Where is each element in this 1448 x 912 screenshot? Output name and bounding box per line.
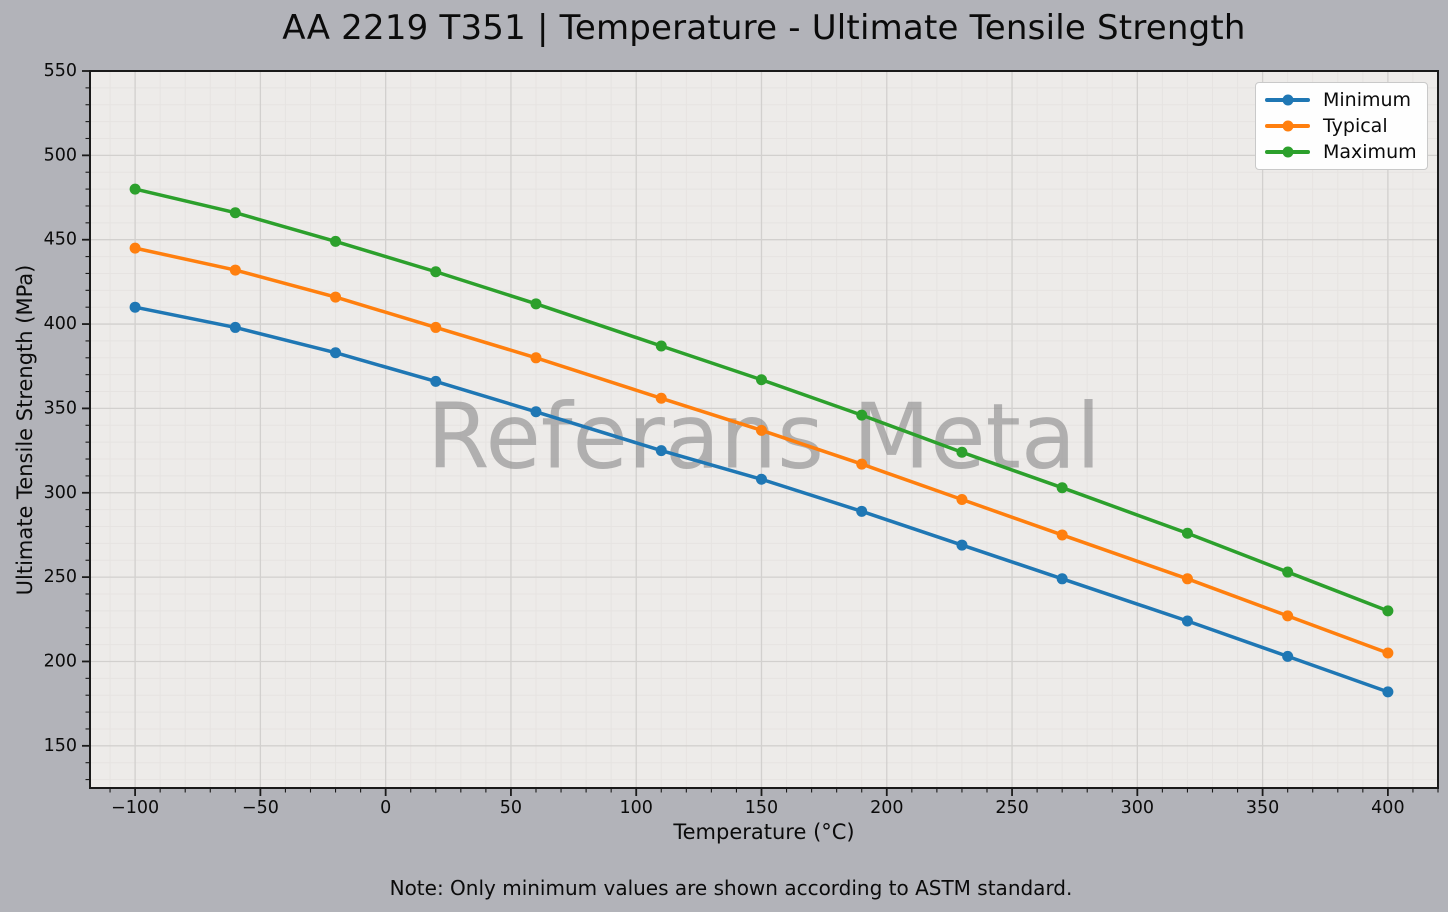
- svg-text:150: 150: [44, 736, 77, 756]
- data-point: [1282, 650, 1294, 662]
- data-point: [129, 183, 141, 195]
- data-point: [856, 505, 868, 517]
- legend-line-sample-typical: [1265, 120, 1310, 132]
- data-point: [1056, 529, 1068, 541]
- data-point: [856, 409, 868, 421]
- legend-marker-typical: [1282, 120, 1293, 132]
- svg-text:50: 50: [500, 798, 522, 818]
- legend: Minimum Typical Maximum: [1255, 82, 1428, 170]
- data-point: [655, 392, 667, 404]
- grid-minor: [90, 71, 1439, 788]
- data-point: [655, 445, 667, 457]
- data-point: [229, 264, 241, 276]
- data-point: [530, 298, 542, 310]
- legend-label-minimum: Minimum: [1323, 88, 1412, 111]
- legend-marker-maximum: [1282, 146, 1293, 158]
- legend-line-sample-minimum: [1265, 94, 1310, 106]
- svg-text:250: 250: [995, 798, 1028, 818]
- svg-text:200: 200: [44, 651, 77, 671]
- data-point: [1181, 615, 1193, 627]
- series-maximum: [129, 183, 1394, 617]
- data-point: [330, 347, 342, 359]
- svg-text:450: 450: [44, 230, 77, 250]
- legend-marker-minimum: [1282, 94, 1293, 106]
- data-point: [1282, 610, 1294, 622]
- data-point: [655, 340, 667, 352]
- grid-major: [90, 70, 1438, 788]
- data-point: [1056, 573, 1068, 585]
- data-point: [530, 352, 542, 364]
- data-point: [129, 242, 141, 254]
- svg-text:350: 350: [1246, 798, 1279, 818]
- svg-text:−50: −50: [242, 798, 279, 818]
- legend-line-sample-maximum: [1265, 146, 1310, 158]
- legend-label-maximum: Maximum: [1323, 140, 1417, 163]
- data-point: [1282, 566, 1294, 578]
- data-point: [229, 321, 241, 333]
- legend-item-typical: Typical: [1256, 114, 1427, 137]
- svg-text:200: 200: [870, 798, 903, 818]
- svg-text:250: 250: [44, 567, 77, 587]
- data-point: [129, 301, 141, 313]
- data-point: [430, 321, 442, 333]
- svg-text:150: 150: [745, 798, 778, 818]
- series-typical: [129, 242, 1394, 659]
- data-point: [1181, 527, 1193, 539]
- data-point: [1181, 573, 1193, 585]
- data-point: [856, 458, 868, 470]
- legend-item-maximum: Maximum: [1256, 140, 1427, 163]
- svg-text:−100: −100: [111, 798, 159, 818]
- data-point: [229, 207, 241, 219]
- data-point: [530, 406, 542, 418]
- svg-text:550: 550: [44, 61, 77, 81]
- data-point: [430, 266, 442, 278]
- data-point: [330, 291, 342, 303]
- data-point: [956, 446, 968, 458]
- data-point: [1382, 686, 1394, 698]
- svg-text:100: 100: [620, 798, 653, 818]
- svg-text:400: 400: [1371, 798, 1404, 818]
- data-point: [430, 375, 442, 387]
- axis-ticks: [82, 70, 1439, 796]
- axes-spines: [89, 70, 1439, 789]
- data-point: [1382, 605, 1394, 617]
- data-point: [755, 473, 767, 485]
- svg-text:300: 300: [1121, 798, 1154, 818]
- data-point: [755, 424, 767, 436]
- series-minimum: [129, 301, 1394, 698]
- data-point: [1382, 647, 1394, 659]
- data-point: [956, 494, 968, 506]
- y-tick-labels: 150 200 250 300 350 400 450 500 550: [44, 61, 77, 756]
- svg-text:400: 400: [44, 314, 77, 334]
- svg-text:350: 350: [44, 398, 77, 418]
- chart-title: AA 2219 T351 | Temperature - Ultimate Te…: [282, 8, 1246, 48]
- legend-label-typical: Typical: [1323, 114, 1388, 137]
- svg-text:300: 300: [44, 483, 77, 503]
- watermark: Referans Metal: [427, 385, 1101, 490]
- svg-text:0: 0: [380, 798, 391, 818]
- legend-item-minimum: Minimum: [1256, 88, 1427, 111]
- data-point: [755, 374, 767, 386]
- data-point: [330, 235, 342, 247]
- x-tick-labels: −100 −50 0 50 100 150 200 250 300 350 400: [111, 798, 1405, 818]
- data-point: [956, 539, 968, 551]
- data-point: [1056, 482, 1068, 494]
- svg-text:500: 500: [44, 145, 77, 165]
- footnote: Note: Only minimum values are shown acco…: [389, 876, 1073, 900]
- y-axis-label: Ultimate Tensile Strength (MPa): [13, 264, 37, 596]
- x-axis-label: Temperature (°C): [673, 820, 855, 844]
